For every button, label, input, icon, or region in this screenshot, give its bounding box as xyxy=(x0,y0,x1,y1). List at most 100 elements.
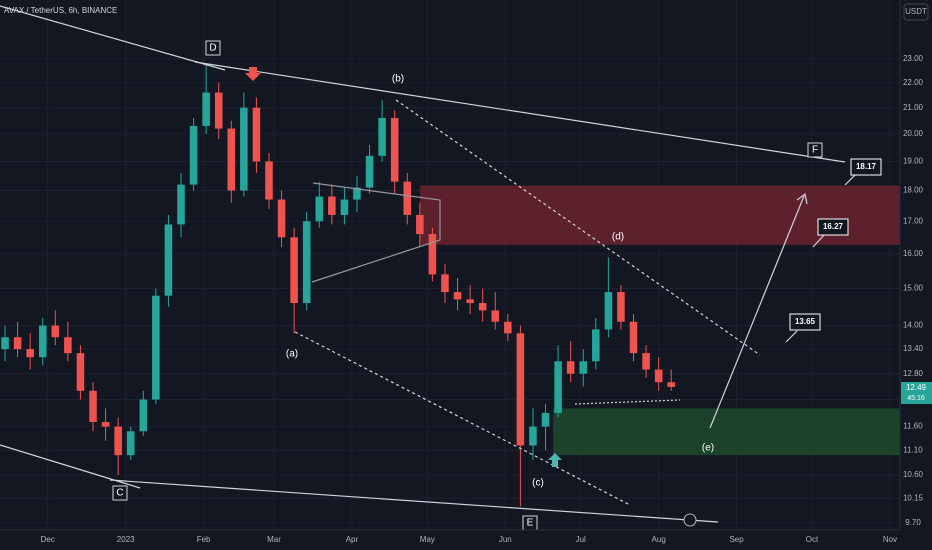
y-tick-label: 10.15 xyxy=(903,493,924,502)
candle-body xyxy=(214,92,223,129)
candle-body xyxy=(152,295,160,400)
wave-label: C xyxy=(116,488,123,499)
y-tick-label: 19.00 xyxy=(903,157,924,166)
candle-body xyxy=(315,196,324,222)
candle-body xyxy=(491,310,500,322)
candle-body xyxy=(189,125,198,185)
y-tick-label: 22.00 xyxy=(903,78,924,87)
x-tick-label: Nov xyxy=(883,535,897,544)
x-tick-label: Apr xyxy=(346,535,359,544)
x-tick-label: Jun xyxy=(499,535,512,544)
y-tick-label: 21.00 xyxy=(903,103,924,112)
dotted-line xyxy=(574,399,681,405)
candle-body xyxy=(177,184,185,225)
y-tick-label: 15.00 xyxy=(903,284,924,293)
y-tick-label: 10.60 xyxy=(903,470,924,479)
x-tick-label: Sep xyxy=(729,535,744,544)
candle-body xyxy=(416,214,424,235)
candle-body xyxy=(51,325,60,338)
candle-body xyxy=(240,107,248,191)
wave-label: E xyxy=(527,518,534,529)
dashed-line xyxy=(395,99,761,356)
candle-body xyxy=(642,353,650,370)
x-tick-label: 2023 xyxy=(117,535,135,544)
label-box xyxy=(807,142,823,158)
label-box xyxy=(789,313,821,331)
x-tick-label: Feb xyxy=(197,535,211,544)
candle-body xyxy=(617,292,625,322)
wave-label: (d) xyxy=(612,232,624,243)
x-tick-label: Mar xyxy=(267,535,281,544)
candle-body xyxy=(579,361,588,374)
x-tick-label: Aug xyxy=(652,535,666,544)
candle-body xyxy=(441,274,449,293)
candle-body xyxy=(466,299,474,304)
candle-body xyxy=(139,399,148,432)
candle-body xyxy=(76,353,85,391)
label-box xyxy=(850,158,882,176)
candle-body xyxy=(667,382,675,387)
candle-body xyxy=(390,118,399,182)
candle-body xyxy=(353,187,361,200)
down-arrow xyxy=(245,67,261,81)
y-tick-label: 23.00 xyxy=(903,54,924,63)
x-tick-label: Jul xyxy=(576,535,586,544)
last-price: 12.49 xyxy=(906,383,927,392)
wave-label: (e) xyxy=(702,443,714,454)
target-label: 16.27 xyxy=(823,222,844,231)
wave-label: D xyxy=(209,43,216,54)
candle-body xyxy=(277,199,286,238)
candle-body xyxy=(1,337,9,350)
y-tick-label: 18.00 xyxy=(903,186,924,195)
triangle xyxy=(311,182,441,283)
grid xyxy=(0,0,900,530)
candle-body xyxy=(478,303,487,311)
wave-labels: D (b) (d) F (a) (c) (e) C E xyxy=(112,40,823,531)
candle-body xyxy=(101,422,110,427)
y-tick-label: 17.00 xyxy=(903,216,924,225)
candle-body xyxy=(629,321,638,354)
zone xyxy=(553,408,900,456)
candle-body xyxy=(126,431,135,456)
candle-body xyxy=(365,155,374,188)
candle-body xyxy=(554,361,562,413)
candle-body xyxy=(252,107,261,162)
x-tick-label: Dec xyxy=(41,535,55,544)
y-tick-label: 14.00 xyxy=(903,321,924,330)
candle-body xyxy=(592,329,600,362)
y-tick-label: 11.60 xyxy=(903,422,923,431)
y-tick-label: 20.00 xyxy=(903,129,924,138)
drawings xyxy=(0,5,859,523)
candle-body xyxy=(302,221,311,304)
event-icon xyxy=(683,513,697,527)
candle-body xyxy=(428,234,437,275)
candle-body xyxy=(654,369,663,383)
candle-body xyxy=(164,224,173,296)
candles xyxy=(1,63,675,507)
candle-body xyxy=(38,325,47,358)
candle-body xyxy=(604,292,613,330)
label-box xyxy=(205,40,221,56)
axes: 23.00 22.00 21.00 20.00 19.00 18.00 17.00 16.00… xyxy=(41,54,924,544)
up-arrow xyxy=(548,453,562,467)
leader-line xyxy=(812,233,826,248)
candle-body xyxy=(265,161,273,200)
candle-body xyxy=(13,337,22,350)
countdown: 45:16 xyxy=(907,395,925,402)
candle-body xyxy=(328,196,336,215)
y-tick-label: 13.40 xyxy=(903,344,924,353)
leader-line xyxy=(785,330,798,343)
y-tick-label: 16.00 xyxy=(903,249,924,258)
candle-body xyxy=(566,361,575,374)
price-tag xyxy=(901,382,932,404)
candle-body xyxy=(403,181,412,215)
candle-body xyxy=(202,92,210,126)
dashed-line xyxy=(294,331,631,506)
candle-body xyxy=(504,321,512,334)
candle-body xyxy=(290,237,298,304)
x-tick-label: May xyxy=(420,535,435,544)
trend-line xyxy=(0,5,226,71)
candle-body xyxy=(26,349,34,358)
